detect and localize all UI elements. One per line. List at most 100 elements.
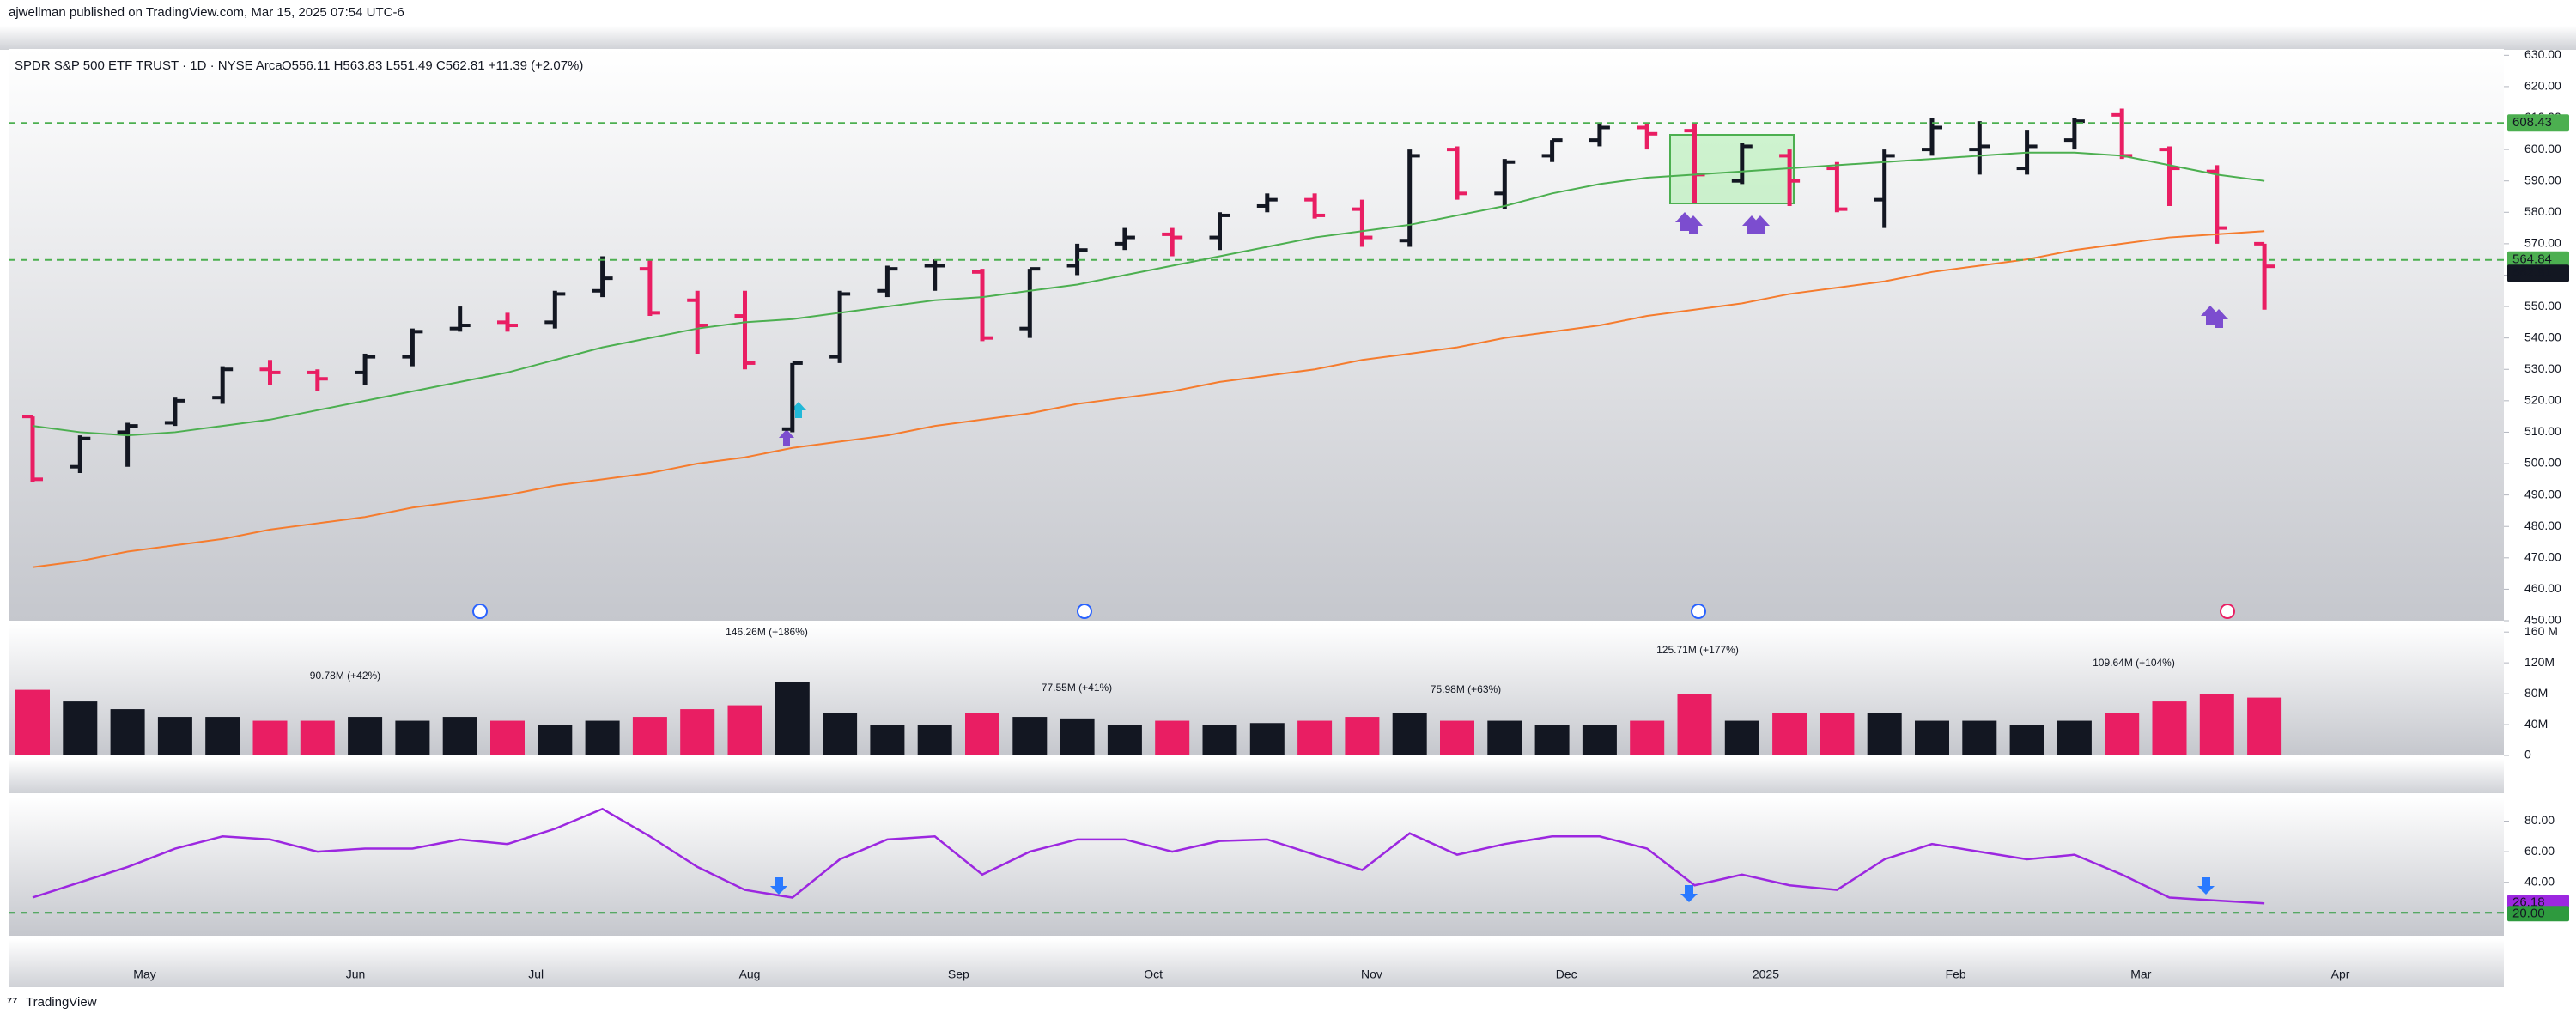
x-tick-label: Sep xyxy=(948,967,969,981)
y-tick-label: 600.00 xyxy=(2524,142,2561,155)
volume-bar xyxy=(2057,720,2092,755)
volume-bar xyxy=(1440,720,1474,755)
arrow xyxy=(2197,877,2215,895)
volume-bar xyxy=(2105,713,2140,755)
volume-bar xyxy=(538,725,573,755)
rsi-level-tag xyxy=(2507,906,2569,922)
y-tick-label: 80.00 xyxy=(2524,813,2555,827)
volume-bar xyxy=(727,705,762,755)
symbol-title: SPDR S&P 500 ETF TRUST · 1D · NYSE Arca xyxy=(15,58,283,73)
volume-bar xyxy=(1677,694,1712,755)
volume-bar xyxy=(965,713,999,755)
y-tick-label: 530.00 xyxy=(2524,361,2561,375)
volume-bar xyxy=(348,717,383,755)
rsi-pane xyxy=(9,797,2504,936)
dividend-icon[interactable] xyxy=(472,604,488,619)
ma-line xyxy=(32,230,2265,568)
footer-logo: ⁷⁷ xyxy=(7,995,17,1010)
time-axis xyxy=(9,939,2504,987)
volume-annotation: 109.64M (+104%) xyxy=(2093,657,2175,669)
volume-bar xyxy=(1582,725,1617,755)
volume-bar xyxy=(63,701,98,755)
level-tag xyxy=(2507,251,2569,269)
x-tick-label: Apr xyxy=(2331,967,2350,981)
volume-bar xyxy=(2199,694,2234,755)
header-text: ajwellman published on TradingView.com, … xyxy=(9,5,404,20)
rsi-line xyxy=(32,807,2265,905)
arrow xyxy=(770,877,787,895)
volume-bar xyxy=(1060,718,1095,755)
volume-bar xyxy=(1012,717,1048,755)
level-tag xyxy=(2507,114,2569,132)
volume-bar xyxy=(2009,725,2044,755)
volume-annotation: 90.78M (+42%) xyxy=(310,670,380,682)
y-tick-label: 630.00 xyxy=(2524,47,2561,61)
last-price-tag xyxy=(2507,264,2569,282)
y-tick-label: 580.00 xyxy=(2524,204,2561,218)
volume-bar xyxy=(395,720,430,755)
arrow xyxy=(1680,885,1698,902)
level-label: 564.84 xyxy=(2512,252,2552,267)
dividend-icon[interactable] xyxy=(1077,604,1092,619)
y-tick-label: 80M xyxy=(2524,686,2548,700)
volume-bar xyxy=(775,682,810,755)
y-tick-label: 620.00 xyxy=(2524,79,2561,93)
header-band xyxy=(0,26,2576,50)
volume-bar xyxy=(1724,720,1759,755)
price-pane xyxy=(9,49,2504,621)
volume-bar xyxy=(1820,713,1855,755)
y-tick-label: 470.00 xyxy=(2524,550,2561,564)
x-tick-label: 2025 xyxy=(1753,967,1779,981)
event-icon[interactable] xyxy=(2220,604,2235,619)
volume-bar xyxy=(1534,725,1570,755)
y-tick-label: 40.00 xyxy=(2524,874,2555,888)
ohlc-legend: O556.11 H563.83 L551.49 C562.81 +11.39 (… xyxy=(282,58,583,73)
x-tick-label: Aug xyxy=(739,967,761,981)
volume-bar xyxy=(1867,713,1902,755)
y-tick-label: 570.00 xyxy=(2524,236,2561,250)
volume-bar xyxy=(252,720,288,755)
volume-bar xyxy=(2247,697,2282,755)
x-tick-label: Oct xyxy=(1144,967,1163,981)
last-price-label: 562.81 xyxy=(2512,265,2552,280)
arrow xyxy=(1742,215,1770,234)
y-tick-label: 460.00 xyxy=(2524,581,2561,595)
volume-bar xyxy=(1249,723,1285,755)
y-tick-label: 540.00 xyxy=(2524,330,2561,343)
y-tick-label: 450.00 xyxy=(2524,613,2561,627)
volume-bar xyxy=(2152,701,2187,755)
arrow xyxy=(779,429,794,446)
arrow xyxy=(791,402,806,418)
volume-bar xyxy=(1487,720,1522,755)
dividend-icon[interactable] xyxy=(1691,604,1706,619)
arrow xyxy=(1675,212,1703,234)
y-tick-label: 520.00 xyxy=(2524,393,2561,407)
volume-annotation: 75.98M (+63%) xyxy=(1431,683,1501,695)
y-tick-label: 60.00 xyxy=(2524,844,2555,858)
volume-bar xyxy=(1630,720,1665,755)
x-tick-label: Mar xyxy=(2130,967,2151,981)
x-tick-label: Nov xyxy=(1361,967,1382,981)
y-tick-label: 480.00 xyxy=(2524,519,2561,532)
volume-bar xyxy=(585,720,620,755)
volume-bar xyxy=(110,709,145,755)
x-tick-label: Feb xyxy=(1946,967,1966,981)
footer-text: TradingView xyxy=(26,995,97,1010)
y-tick-label: 40M xyxy=(2524,717,2548,731)
volume-bar xyxy=(157,717,192,755)
volume-bar xyxy=(1392,713,1427,755)
volume-bar xyxy=(632,717,667,755)
y-tick-label: 0 xyxy=(2524,748,2531,761)
arrow xyxy=(2201,306,2228,328)
volume-bar xyxy=(1915,720,1949,755)
volume-bar xyxy=(917,725,952,755)
y-tick-label: 510.00 xyxy=(2524,424,2561,438)
volume-bar xyxy=(1107,725,1142,755)
volume-bar xyxy=(300,720,335,755)
y-tick-label: 120M xyxy=(2524,655,2555,669)
volume-bar xyxy=(490,720,525,755)
x-tick-label: Dec xyxy=(1556,967,1577,981)
volume-bar xyxy=(680,709,715,755)
volume-bar xyxy=(823,713,858,755)
x-tick-label: May xyxy=(133,967,155,981)
